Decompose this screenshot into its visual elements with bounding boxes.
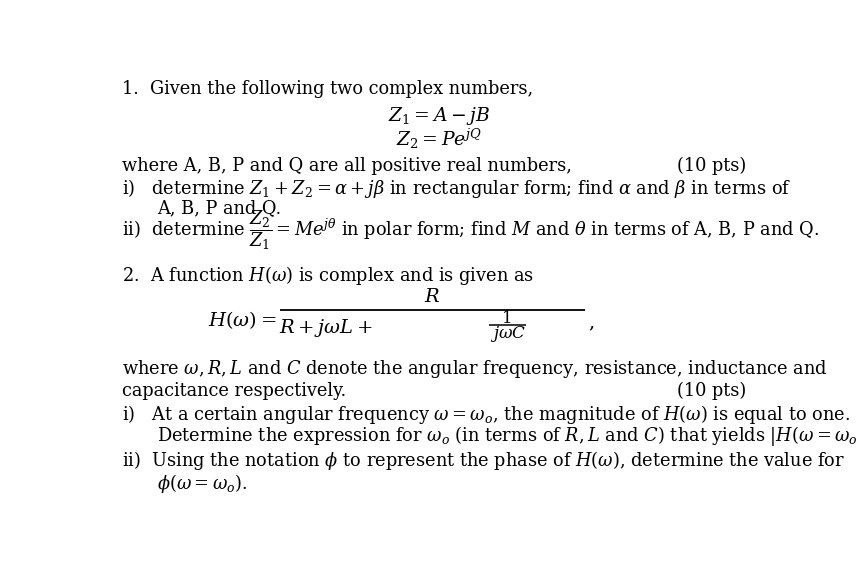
- Text: (10 pts): (10 pts): [677, 382, 746, 400]
- Text: ii)  Using the notation $\phi$ to represent the phase of $H(\omega)$, determine : ii) Using the notation $\phi$ to represe…: [122, 449, 845, 472]
- Text: ii)  determine $\dfrac{Z_2}{Z_1} = Me^{j\theta}$ in polar form; find $M$ and $\t: ii) determine $\dfrac{Z_2}{Z_1} = Me^{j\…: [122, 208, 819, 252]
- Text: $j\omega C$: $j\omega C$: [489, 324, 525, 343]
- Text: Determine the expression for $\omega_o$ (in terms of $R, L$ and $C$) that yields: Determine the expression for $\omega_o$ …: [157, 424, 857, 448]
- Text: where $\omega, R, L$ and $C$ denote the angular frequency, resistance, inductanc: where $\omega, R, L$ and $C$ denote the …: [122, 358, 828, 380]
- Text: i)   At a certain angular frequency $\omega = \omega_o$, the magnitude of $H(\om: i) At a certain angular frequency $\omeg…: [122, 403, 850, 426]
- Text: $R + j\omega L +$: $R + j\omega L +$: [279, 317, 373, 339]
- Text: $Z_1 = A - jB$: $Z_1 = A - jB$: [388, 106, 490, 128]
- Text: capacitance respectively.: capacitance respectively.: [122, 383, 346, 400]
- Text: A, B, P and Q.: A, B, P and Q.: [157, 199, 281, 217]
- Text: (10 pts): (10 pts): [677, 157, 746, 175]
- Text: where A, B, P and Q are all positive real numbers,: where A, B, P and Q are all positive rea…: [122, 157, 572, 175]
- Text: $Z_2 = Pe^{jQ}$: $Z_2 = Pe^{jQ}$: [396, 127, 482, 151]
- Text: $R$: $R$: [424, 288, 440, 306]
- Text: $1$: $1$: [500, 309, 511, 327]
- Text: ,: ,: [589, 313, 595, 331]
- Text: 1.  Given the following two complex numbers,: 1. Given the following two complex numbe…: [122, 80, 533, 98]
- Text: $H(\omega) =$: $H(\omega) =$: [208, 309, 277, 331]
- Text: 2.  A function $H(\omega)$ is complex and is given as: 2. A function $H(\omega)$ is complex and…: [122, 264, 534, 287]
- Text: i)   determine $Z_1 + Z_2 = \alpha + j\beta$ in rectangular form; find $\alpha$ : i) determine $Z_1 + Z_2 = \alpha + j\bet…: [122, 177, 791, 200]
- Text: $\phi(\omega = \omega_o)$.: $\phi(\omega = \omega_o)$.: [157, 472, 248, 495]
